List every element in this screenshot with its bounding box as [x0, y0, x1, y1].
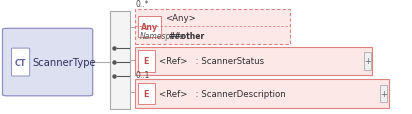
FancyBboxPatch shape: [12, 49, 30, 76]
Text: E: E: [143, 89, 149, 98]
Bar: [135, 48, 372, 75]
Bar: [138, 83, 154, 104]
Bar: [138, 16, 161, 38]
Text: <Ref>   : ScannerStatus: <Ref> : ScannerStatus: [159, 57, 264, 66]
Text: <Any>: <Any>: [165, 14, 196, 23]
Text: Namespace: Namespace: [140, 31, 185, 40]
Text: E: E: [143, 57, 149, 66]
Text: 0..*: 0..*: [136, 0, 150, 9]
Bar: [135, 10, 290, 44]
Text: 0..1: 0..1: [136, 70, 150, 79]
Text: ##other: ##other: [169, 31, 205, 40]
Bar: [364, 53, 371, 70]
Text: <Ref>   : ScannerDescription: <Ref> : ScannerDescription: [159, 89, 286, 98]
Bar: [380, 85, 387, 102]
Text: ScannerType: ScannerType: [32, 58, 96, 67]
Bar: [135, 80, 389, 108]
Text: CT: CT: [15, 58, 26, 67]
Text: +: +: [364, 57, 371, 66]
Bar: [138, 51, 154, 72]
Text: Any: Any: [141, 23, 158, 32]
Bar: [110, 12, 130, 109]
FancyBboxPatch shape: [2, 29, 93, 96]
Text: +: +: [380, 89, 387, 98]
